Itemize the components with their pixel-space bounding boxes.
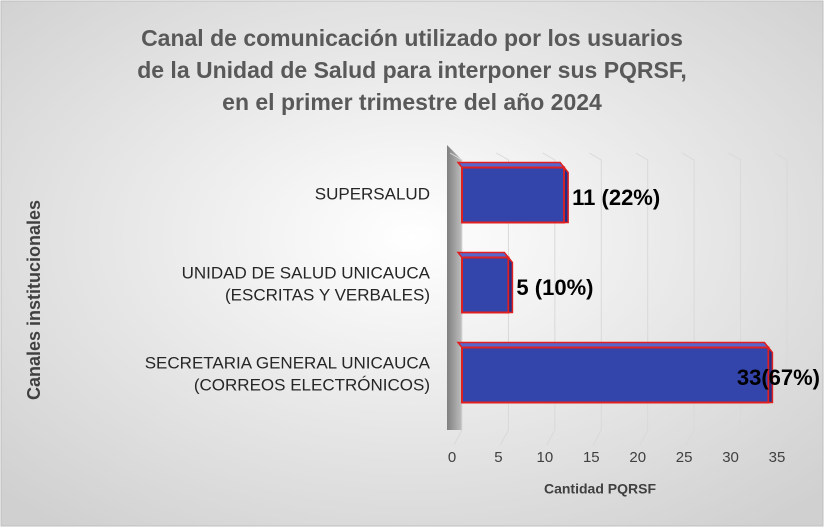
x-tick-label: 20: [629, 449, 646, 466]
x-tick-label: 30: [722, 449, 739, 466]
bar-side: [507, 255, 514, 314]
y-tick-label: SUPERSALUD: [315, 184, 430, 203]
y-tick-label: UNIDAD DE SALUD UNICAUCA: [182, 263, 431, 282]
x-tick-label: 25: [676, 449, 693, 466]
x-tick-label: 5: [494, 449, 502, 466]
grid-line: [542, 152, 556, 446]
grid-line: [728, 152, 742, 446]
bar: [461, 346, 770, 404]
y-tick-label: (ESCRITAS Y VERBALES): [225, 285, 430, 304]
bar-side: [563, 165, 569, 224]
chart-title: de la Unidad de Salud para interponer su…: [137, 57, 687, 83]
grid-line: [681, 152, 695, 446]
y-axis-title: Canales institucionales: [24, 200, 44, 400]
back-wall: [447, 145, 462, 430]
data-label: 5 (10%): [516, 275, 593, 300]
x-tick-label: 35: [769, 449, 786, 466]
y-tick-label: SECRETARIA GENERAL UNICAUCA: [145, 353, 431, 372]
grid-line: [774, 152, 788, 446]
bar: [461, 256, 510, 314]
grid-line: [589, 152, 602, 446]
bar: [461, 166, 566, 224]
data-label: 33(67%): [737, 365, 820, 390]
y-tick-label: (CORREOS ELECTRÓNICOS): [194, 375, 430, 394]
x-tick-label: 15: [583, 449, 600, 466]
bar-side: [767, 345, 774, 404]
grid-line: [635, 152, 649, 446]
data-label: 11 (22%): [572, 185, 660, 210]
x-tick-label: 10: [537, 449, 554, 466]
x-axis-title: Cantidad PQRSF: [544, 481, 656, 497]
chart-title: Canal de comunicación utilizado por los …: [141, 25, 683, 51]
x-tick-label: 0: [448, 449, 456, 466]
chart-title: en el primer trimestre del año 2024: [222, 89, 602, 115]
